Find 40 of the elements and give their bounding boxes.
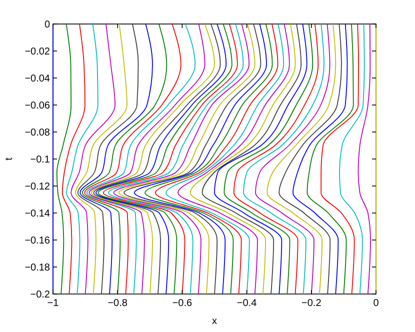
y-tick-label: −0.02	[24, 46, 50, 58]
line-series	[278, 24, 342, 294]
y-tick-label: −0.12	[24, 182, 50, 192]
line-series	[56, 24, 72, 294]
y-tick-label: −0.08	[24, 128, 50, 138]
x-tick-label: −0.6	[172, 298, 193, 309]
y-tick-label: −0.16	[24, 236, 50, 246]
line-series	[77, 24, 139, 294]
y-tick-label: −0.2	[30, 290, 50, 300]
x-tick-label: −1	[47, 298, 60, 309]
line-series	[66, 24, 98, 294]
x-axis-title: x	[212, 316, 217, 327]
y-tick-label: −0.1	[30, 154, 50, 166]
line-series	[202, 24, 302, 294]
line-series	[243, 24, 324, 294]
line-series	[320, 24, 360, 294]
line-series	[82, 24, 168, 294]
line-series	[75, 24, 128, 294]
y-tick-label: −0.18	[24, 262, 50, 274]
y-tick-label: −0.04	[24, 74, 50, 84]
line-series	[62, 24, 86, 294]
line-series	[233, 24, 319, 294]
line-series	[339, 24, 365, 294]
y-tick-label: −0.14	[24, 208, 50, 220]
x-tick-label: 0	[373, 298, 380, 309]
y-tick-label: 0	[44, 20, 50, 30]
line-series	[214, 24, 308, 294]
line-series	[266, 24, 336, 294]
line-series	[306, 24, 354, 294]
line-series	[292, 24, 348, 294]
line-series	[190, 24, 296, 294]
x-tick-label: −0.8	[108, 298, 128, 309]
line-series	[70, 24, 116, 294]
line-series	[224, 24, 314, 294]
line-series	[358, 24, 371, 294]
x-tick-label: −0.4	[236, 298, 258, 309]
y-tick-label: −0.06	[24, 100, 50, 112]
y-axis-title: t	[4, 157, 15, 160]
line-series	[80, 24, 153, 294]
x-tick-label: −0.2	[302, 298, 322, 309]
